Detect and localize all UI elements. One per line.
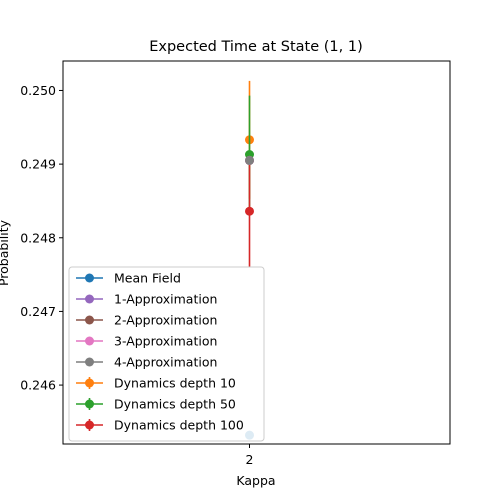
legend-marker: [85, 315, 94, 325]
plot-frame: [62, 60, 451, 445]
data-point: [245, 155, 254, 165]
legend-marker: [85, 357, 94, 367]
legend-label: Dynamics depth 100: [114, 418, 244, 433]
legend-marker: [85, 273, 94, 283]
x-axis-label: Kappa: [236, 473, 275, 488]
legend-label: 4-Approximation: [114, 355, 217, 370]
legend-marker: [85, 294, 94, 304]
y-tick-label: 0.249: [20, 157, 56, 172]
legend-label: Dynamics depth 10: [114, 376, 236, 391]
legend-label: 2-Approximation: [114, 313, 217, 328]
y-axis-label: Probability: [0, 219, 11, 286]
legend-frame: [68, 266, 265, 442]
legend-label: 1-Approximation: [114, 292, 217, 307]
legend-marker: [85, 378, 94, 388]
legend: Mean Field 1-Approximation 2-Approximation…: [68, 266, 265, 442]
legend-marker: [85, 336, 94, 346]
chart-title: Expected Time at State (1, 1): [149, 39, 363, 55]
legend-label: Dynamics depth 50: [114, 397, 236, 412]
x-tick-label: 2: [246, 452, 254, 467]
legend-label: Mean Field: [114, 271, 181, 286]
data-point: [245, 206, 254, 216]
legend-marker: [85, 420, 94, 430]
legend-marker: [85, 399, 94, 409]
plot-area: 0.246 0.247 0.248 0.249 0.250 2: [20, 60, 451, 467]
y-tick-label: 0.250: [20, 83, 56, 98]
y-tick-label: 0.248: [20, 230, 56, 245]
y-tick-label: 0.246: [20, 378, 56, 393]
y-tick-label: 0.247: [20, 304, 56, 319]
legend-label: 3-Approximation: [114, 334, 217, 349]
